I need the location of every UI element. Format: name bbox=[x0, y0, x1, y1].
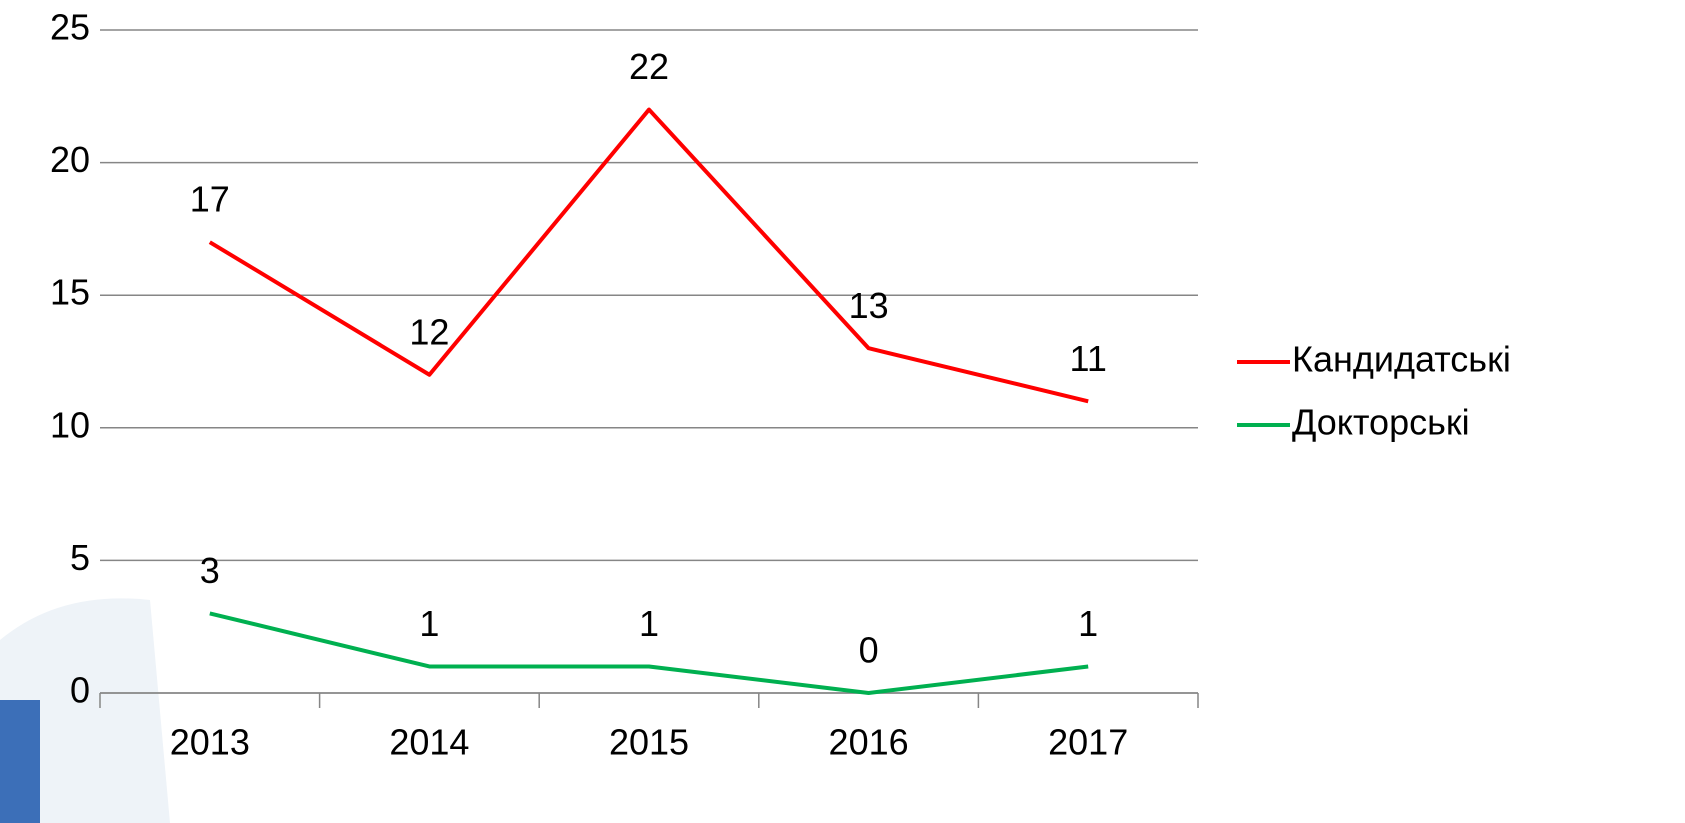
data-label: 1 bbox=[419, 603, 439, 644]
y-tick-label: 5 bbox=[70, 537, 90, 578]
data-label: 12 bbox=[409, 311, 449, 352]
data-label: 3 bbox=[200, 550, 220, 591]
data-label: 0 bbox=[859, 630, 879, 671]
data-label: 13 bbox=[849, 285, 889, 326]
x-tick-label: 2016 bbox=[829, 722, 909, 763]
data-label: 17 bbox=[190, 179, 230, 220]
chart: 0510152025201320142015201620171712221311… bbox=[0, 0, 1685, 823]
y-tick-label: 20 bbox=[50, 139, 90, 180]
data-label: 1 bbox=[639, 603, 659, 644]
data-label: 11 bbox=[1070, 338, 1107, 379]
y-tick-label: 25 bbox=[50, 7, 90, 48]
x-tick-label: 2013 bbox=[170, 722, 250, 763]
legend-label: Кандидатські bbox=[1292, 339, 1511, 380]
y-tick-label: 0 bbox=[70, 670, 90, 711]
x-tick-label: 2014 bbox=[389, 722, 469, 763]
data-label: 22 bbox=[629, 46, 669, 87]
y-tick-label: 15 bbox=[50, 272, 90, 313]
y-tick-label: 10 bbox=[50, 404, 90, 445]
x-tick-label: 2017 bbox=[1048, 722, 1128, 763]
x-tick-label: 2015 bbox=[609, 722, 689, 763]
series-line bbox=[210, 110, 1088, 402]
legend-label: Докторські bbox=[1292, 402, 1470, 443]
data-label: 1 bbox=[1078, 603, 1098, 644]
page: 0510152025201320142015201620171712221311… bbox=[0, 0, 1685, 823]
decoration bbox=[0, 700, 40, 823]
